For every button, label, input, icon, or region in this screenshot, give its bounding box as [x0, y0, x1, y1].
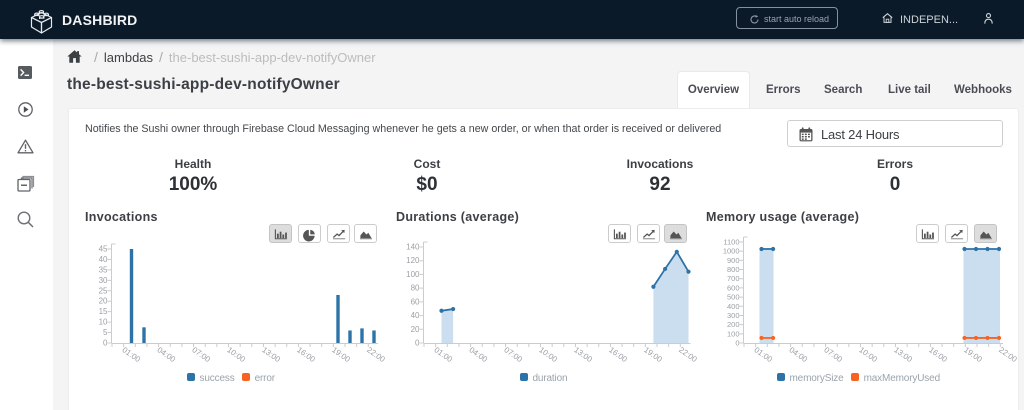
svg-text:25: 25 — [99, 286, 108, 295]
svg-text:10:00: 10:00 — [857, 345, 879, 364]
svg-text:16:00: 16:00 — [607, 345, 629, 364]
svg-text:0: 0 — [103, 339, 108, 348]
svg-text:300: 300 — [727, 311, 740, 320]
svg-text:0: 0 — [735, 339, 739, 348]
svg-text:40: 40 — [99, 255, 108, 264]
svg-text:22:00: 22:00 — [365, 345, 387, 364]
svg-text:13:00: 13:00 — [892, 345, 914, 364]
svg-text:10:00: 10:00 — [537, 345, 559, 364]
svg-text:1000: 1000 — [723, 247, 740, 256]
svg-text:13:00: 13:00 — [260, 345, 282, 364]
svg-text:40: 40 — [411, 311, 420, 320]
svg-text:19:00: 19:00 — [642, 345, 664, 364]
svg-text:15: 15 — [99, 307, 108, 316]
svg-text:04:00: 04:00 — [467, 345, 489, 364]
svg-text:01:00: 01:00 — [753, 345, 775, 364]
svg-text:19:00: 19:00 — [962, 345, 984, 364]
svg-text:13:00: 13:00 — [572, 345, 594, 364]
svg-text:80: 80 — [411, 284, 420, 293]
svg-text:30: 30 — [99, 276, 108, 285]
svg-text:01:00: 01:00 — [433, 345, 455, 364]
svg-text:120: 120 — [406, 256, 420, 265]
svg-text:400: 400 — [727, 302, 740, 311]
svg-text:60: 60 — [411, 297, 420, 306]
svg-text:200: 200 — [727, 320, 740, 329]
svg-text:1100: 1100 — [723, 238, 739, 247]
svg-text:100: 100 — [727, 329, 740, 338]
svg-text:22:00: 22:00 — [997, 345, 1019, 364]
svg-text:900: 900 — [727, 256, 740, 265]
svg-text:07:00: 07:00 — [502, 345, 524, 364]
svg-text:600: 600 — [727, 283, 740, 292]
svg-text:500: 500 — [727, 293, 740, 302]
svg-text:20: 20 — [99, 297, 108, 306]
svg-text:22:00: 22:00 — [677, 345, 699, 364]
svg-text:35: 35 — [99, 265, 108, 274]
svg-text:45: 45 — [99, 245, 108, 254]
svg-text:10:00: 10:00 — [225, 345, 247, 364]
svg-text:19:00: 19:00 — [330, 345, 352, 364]
svg-text:04:00: 04:00 — [155, 345, 177, 364]
svg-text:07:00: 07:00 — [190, 345, 212, 364]
svg-text:20: 20 — [411, 325, 420, 334]
svg-text:100: 100 — [406, 270, 420, 279]
svg-text:16:00: 16:00 — [295, 345, 317, 364]
svg-text:04:00: 04:00 — [787, 345, 809, 364]
svg-text:140: 140 — [406, 243, 420, 252]
svg-text:0: 0 — [415, 339, 420, 348]
svg-text:800: 800 — [727, 265, 740, 274]
svg-text:01:00: 01:00 — [121, 345, 143, 364]
svg-text:16:00: 16:00 — [927, 345, 949, 364]
svg-text:5: 5 — [103, 328, 108, 337]
svg-text:700: 700 — [727, 274, 740, 283]
svg-text:07:00: 07:00 — [822, 345, 844, 364]
svg-text:10: 10 — [99, 318, 108, 327]
